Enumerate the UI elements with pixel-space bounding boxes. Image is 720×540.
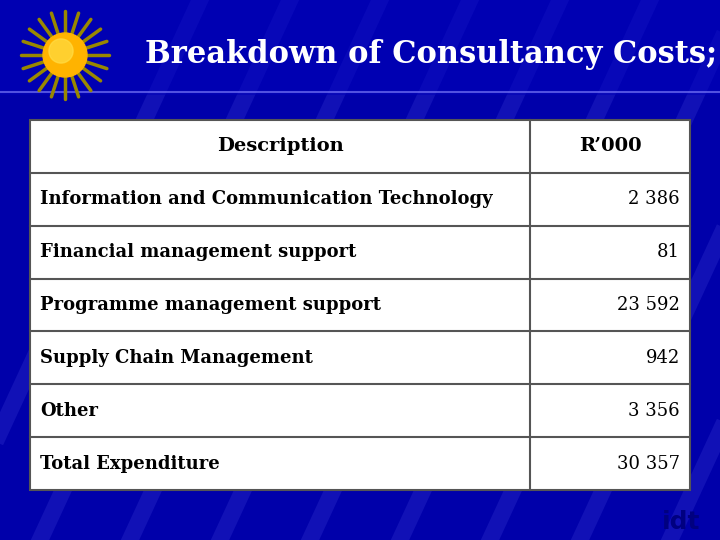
Text: 2 386: 2 386 xyxy=(629,190,680,208)
Text: Description: Description xyxy=(217,137,343,156)
Text: Supply Chain Management: Supply Chain Management xyxy=(40,349,313,367)
Text: Other: Other xyxy=(40,402,98,420)
Text: Programme management support: Programme management support xyxy=(40,296,381,314)
Circle shape xyxy=(43,33,87,77)
Text: Information and Communication Technology: Information and Communication Technology xyxy=(40,190,492,208)
Text: Breakdown of Consultancy Costs; 2014/15: Breakdown of Consultancy Costs; 2014/15 xyxy=(145,39,720,71)
Text: 30 357: 30 357 xyxy=(617,455,680,472)
FancyBboxPatch shape xyxy=(30,120,690,490)
Text: Financial management support: Financial management support xyxy=(40,243,356,261)
FancyBboxPatch shape xyxy=(0,0,720,95)
Text: 3 356: 3 356 xyxy=(629,402,680,420)
Text: 23 592: 23 592 xyxy=(617,296,680,314)
Text: R’000: R’000 xyxy=(579,137,642,156)
Text: Total Expenditure: Total Expenditure xyxy=(40,455,220,472)
Circle shape xyxy=(49,39,73,63)
Text: idt: idt xyxy=(662,510,700,534)
Text: 81: 81 xyxy=(657,243,680,261)
Text: 942: 942 xyxy=(646,349,680,367)
